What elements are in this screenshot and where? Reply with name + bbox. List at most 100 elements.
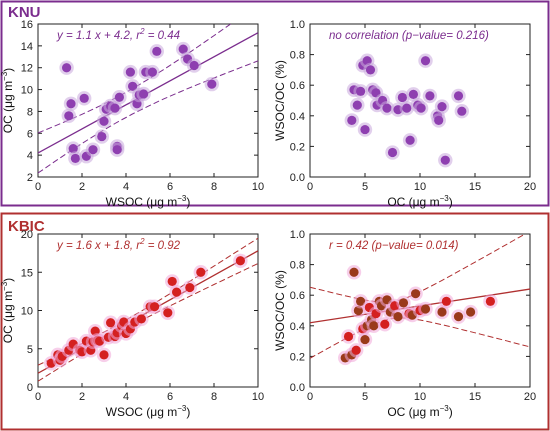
data-point: [190, 61, 199, 70]
y-tick-label: 0.6: [290, 290, 305, 302]
x-tick-label: 0: [35, 181, 41, 193]
x-axis-label-close: ): [449, 405, 453, 419]
data-point: [380, 320, 389, 329]
y-tick-label: 1.0: [290, 19, 305, 31]
data-point: [382, 104, 391, 113]
data-point: [196, 268, 205, 277]
y-tick-label: 16: [21, 19, 33, 31]
x-axis-label-text: OC (μg m: [387, 405, 439, 419]
data-point: [115, 93, 124, 102]
y-axis-label: WSOC/OC (%): [273, 270, 287, 351]
annotation-text: y = 1.6 x + 1.8, r: [56, 240, 141, 252]
data-point: [411, 289, 420, 298]
data-point: [388, 148, 397, 157]
data-point: [454, 91, 463, 100]
data-point: [457, 107, 466, 116]
annotation-tail: = 0.92: [145, 240, 181, 252]
y-tick-label: 10: [21, 306, 33, 318]
y-tick-label: 1.0: [290, 229, 305, 241]
data-point: [437, 102, 446, 111]
x-tick-label: 8: [211, 181, 217, 193]
scatter-panel-1: 0 2 4 6 8 10246810121416WSOC (μg m−3)OC (μg m…: [0, 5, 264, 209]
y-tick-label: 0.0: [290, 172, 305, 184]
x-axis-label-text: WSOC (μg m: [106, 405, 178, 419]
y-axis-label: WSOC/OC (%): [273, 60, 287, 141]
data-point: [347, 116, 356, 125]
data-point: [421, 56, 430, 65]
data-point: [425, 91, 434, 100]
y-tick-label: 4: [27, 150, 33, 162]
y-tick-label: 12: [21, 63, 33, 75]
x-tick-label: 10: [414, 391, 426, 403]
x-tick-label: 0: [35, 391, 41, 403]
x-axis-label: OC (μg m−3): [387, 194, 452, 209]
annotation-text: y = 1.1 x + 4.2, r: [56, 30, 141, 42]
data-point: [148, 67, 157, 76]
x-axis-label-close: ): [449, 195, 453, 209]
x-axis-label: WSOC (μg m−3): [106, 404, 191, 419]
chart-annotation: y = 1.6 x + 1.8, r2 = 0.92: [56, 237, 181, 252]
x-axis-label: WSOC (μg m−3): [106, 194, 191, 209]
y-tick-label: 0.8: [290, 260, 305, 272]
data-point: [110, 104, 119, 113]
data-point: [441, 156, 450, 165]
data-point: [106, 318, 115, 327]
x-tick-label: 6: [167, 391, 173, 403]
x-axis-label: OC (μg m−3): [387, 404, 452, 419]
data-point: [163, 308, 172, 317]
y-tick-label: 0.4: [290, 321, 305, 333]
data-point: [402, 104, 411, 113]
chart-annotation: no correlation (p−value= 0.216): [329, 30, 489, 42]
chart-annotation: r = 0.42 (p−value= 0.014): [329, 240, 459, 252]
data-point: [353, 100, 362, 109]
y-axis-label-close: ): [1, 278, 15, 282]
data-point: [399, 298, 408, 307]
data-point: [442, 297, 451, 306]
x-tick-label: 20: [524, 181, 536, 193]
scatter-panel-2: 0 5 10 15 20 0.0 0.2 0.4 0.6 0.8 1.0 OC (μg m−3) WSO…: [273, 19, 536, 209]
x-tick-label: 20: [524, 391, 536, 403]
data-point: [71, 154, 80, 163]
data-point: [64, 111, 73, 120]
y-tick-label: 2: [27, 172, 33, 184]
annotation-text: no correlation (p−value= 0.216): [329, 30, 489, 42]
data-point: [97, 132, 106, 141]
annotation-text: r = 0.42 (p−value= 0.014): [329, 240, 459, 252]
y-tick-label: 0: [27, 382, 33, 394]
data-point: [207, 80, 216, 89]
data-point: [150, 302, 159, 311]
y-axis-label-text: WSOC/OC (%): [273, 60, 287, 141]
data-point: [126, 67, 135, 76]
x-axis-label-text: WSOC (μg m: [106, 195, 178, 209]
x-tick-label: 4: [123, 391, 129, 403]
y-tick-label: 0.2: [290, 351, 305, 363]
x-tick-label: 0: [307, 391, 313, 403]
y-tick-label: 15: [21, 267, 33, 279]
data-point: [486, 297, 495, 306]
chart-annotation: y = 1.1 x + 4.2, r2 = 0.44: [56, 27, 180, 42]
x-axis-label-close: ): [186, 405, 190, 419]
y-tick-label: 0.2: [290, 141, 305, 153]
x-tick-label: 5: [362, 181, 368, 193]
x-tick-label: 10: [414, 181, 426, 193]
y-tick-label: 10: [21, 85, 33, 97]
y-axis-label: OC (μg m−3): [0, 68, 15, 133]
y-tick-label: 0.0: [290, 382, 305, 394]
y-axis-label-text: OC (μg m: [1, 81, 15, 133]
data-point: [437, 307, 446, 316]
x-tick-label: 10: [252, 181, 264, 193]
data-point: [356, 87, 365, 96]
x-tick-label: 15: [469, 391, 481, 403]
x-axis-label-close: ): [186, 195, 190, 209]
data-point: [421, 304, 430, 313]
data-point: [434, 116, 443, 125]
data-point: [185, 283, 194, 292]
annotation-tail: = 0.44: [145, 30, 181, 42]
y-axis-label-text: WSOC/OC (%): [273, 270, 287, 351]
x-tick-label: 10: [252, 391, 264, 403]
data-point: [406, 136, 415, 145]
x-tick-label: 2: [79, 181, 85, 193]
data-point: [172, 288, 181, 297]
y-tick-label: 8: [27, 106, 33, 118]
